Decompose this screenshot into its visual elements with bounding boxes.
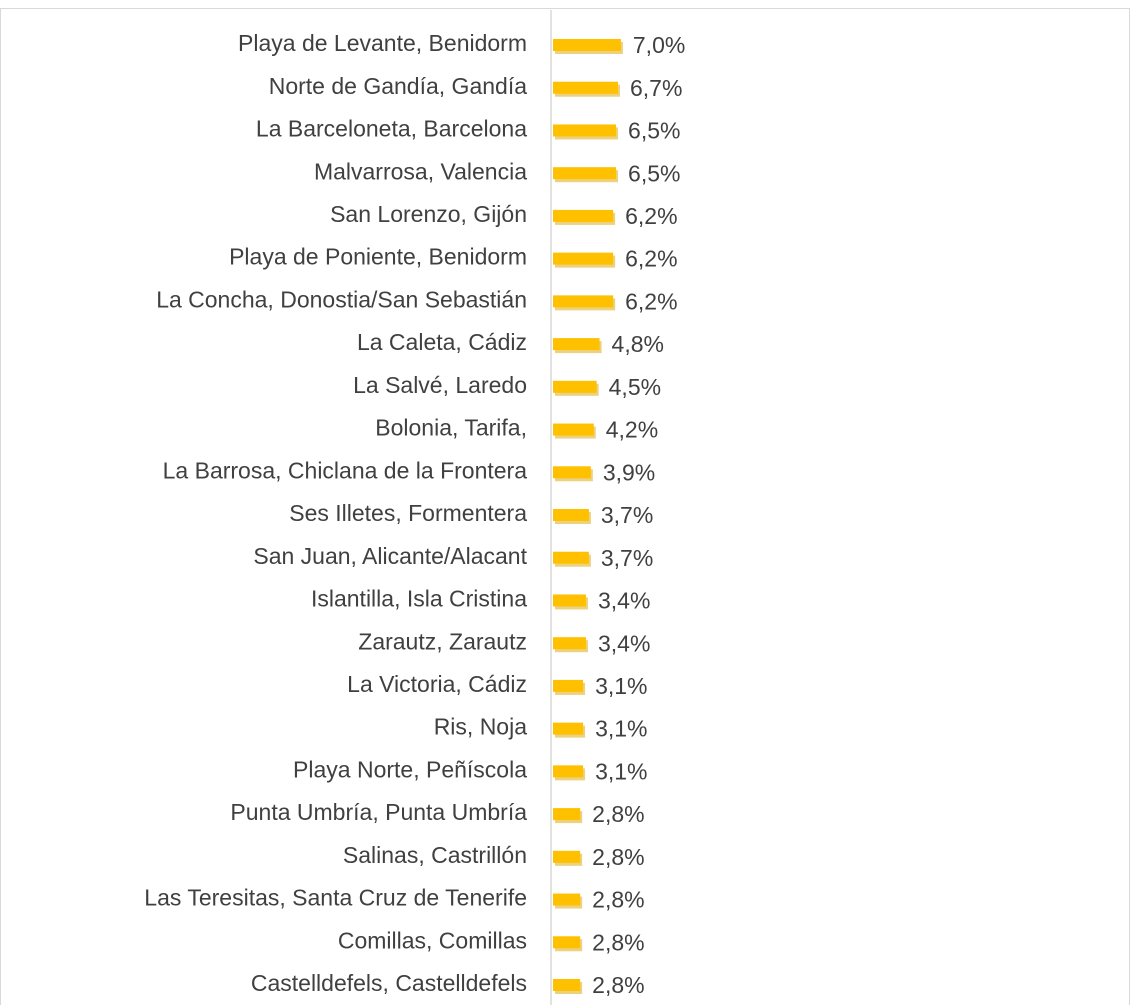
category-label: Islantilla, Isla Cristina (311, 586, 527, 612)
bar (553, 39, 621, 51)
value-label: 3,7% (601, 545, 653, 571)
category-label: Ris, Noja (434, 714, 528, 740)
category-label: Malvarrosa, Valencia (314, 158, 527, 184)
value-label: 6,5% (628, 160, 680, 186)
category-label: Playa Norte, Peñíscola (293, 756, 527, 782)
value-label: 6,2% (625, 288, 677, 314)
bar (553, 252, 614, 265)
bar (553, 380, 597, 393)
value-label: 2,8% (592, 844, 644, 870)
value-label: 3,4% (598, 588, 650, 614)
value-label: 3,1% (595, 673, 647, 699)
value-label: 2,8% (592, 801, 644, 827)
category-label: Ses Illetes, Formentera (289, 500, 527, 526)
value-label: 6,7% (630, 75, 682, 101)
value-label: 3,7% (601, 502, 653, 528)
value-label: 3,4% (598, 630, 650, 656)
category-label: Las Teresitas, Santa Cruz de Tenerife (144, 885, 527, 911)
category-label: San Juan, Alicante/Alacant (253, 543, 527, 569)
bar (553, 808, 581, 821)
bar (553, 679, 584, 692)
bar (553, 338, 600, 351)
bar (553, 979, 581, 991)
bar (553, 295, 614, 308)
category-label: Playa de Levante, Benidorm (238, 30, 527, 56)
bar (553, 722, 584, 735)
chart-frame (0, 8, 1130, 1005)
bar (553, 466, 591, 479)
value-label: 4,5% (609, 374, 661, 400)
bar (553, 423, 594, 436)
category-label: La Caleta, Cádiz (357, 329, 527, 355)
value-label: 6,2% (625, 246, 677, 272)
category-label: Castelldefels, Castelldefels (251, 970, 527, 996)
category-label: La Barrosa, Chiclana de la Frontera (163, 457, 528, 483)
value-label: 2,8% (592, 887, 644, 913)
category-label: Playa de Poniente, Benidorm (229, 244, 527, 270)
bar (553, 850, 581, 863)
bar (553, 551, 589, 564)
category-label: Punta Umbría, Punta Umbría (230, 799, 527, 825)
bar (553, 936, 581, 949)
bar (553, 893, 581, 906)
bar (553, 124, 617, 137)
category-label: Comillas, Comillas (338, 927, 527, 953)
bar (553, 509, 589, 521)
bar (553, 167, 617, 180)
category-label: La Salvé, Laredo (353, 372, 527, 398)
value-label: 4,2% (606, 417, 658, 443)
category-label: Zarautz, Zarautz (358, 628, 527, 654)
value-label: 6,2% (625, 203, 677, 229)
value-label: 7,0% (633, 32, 685, 58)
category-label: La Victoria, Cádiz (347, 671, 527, 697)
bar (553, 81, 618, 94)
value-label: 3,1% (595, 758, 647, 784)
value-label: 4,8% (612, 331, 664, 357)
bar (553, 594, 586, 607)
category-label: La Concha, Donostia/San Sebastián (156, 286, 527, 312)
bar (553, 209, 614, 222)
category-label: Salinas, Castrillón (343, 842, 527, 868)
category-label: Norte de Gandía, Gandía (269, 73, 527, 99)
category-label: Bolonia, Tarifa, (375, 415, 527, 441)
bar (553, 765, 584, 778)
value-label: 3,9% (603, 459, 655, 485)
bar (553, 637, 586, 650)
value-label: 2,8% (592, 929, 644, 955)
category-label: San Lorenzo, Gijón (330, 201, 527, 227)
value-label: 3,1% (595, 716, 647, 742)
value-label: 6,5% (628, 118, 680, 144)
value-label: 2,8% (592, 972, 644, 998)
category-label: La Barceloneta, Barcelona (256, 116, 527, 142)
